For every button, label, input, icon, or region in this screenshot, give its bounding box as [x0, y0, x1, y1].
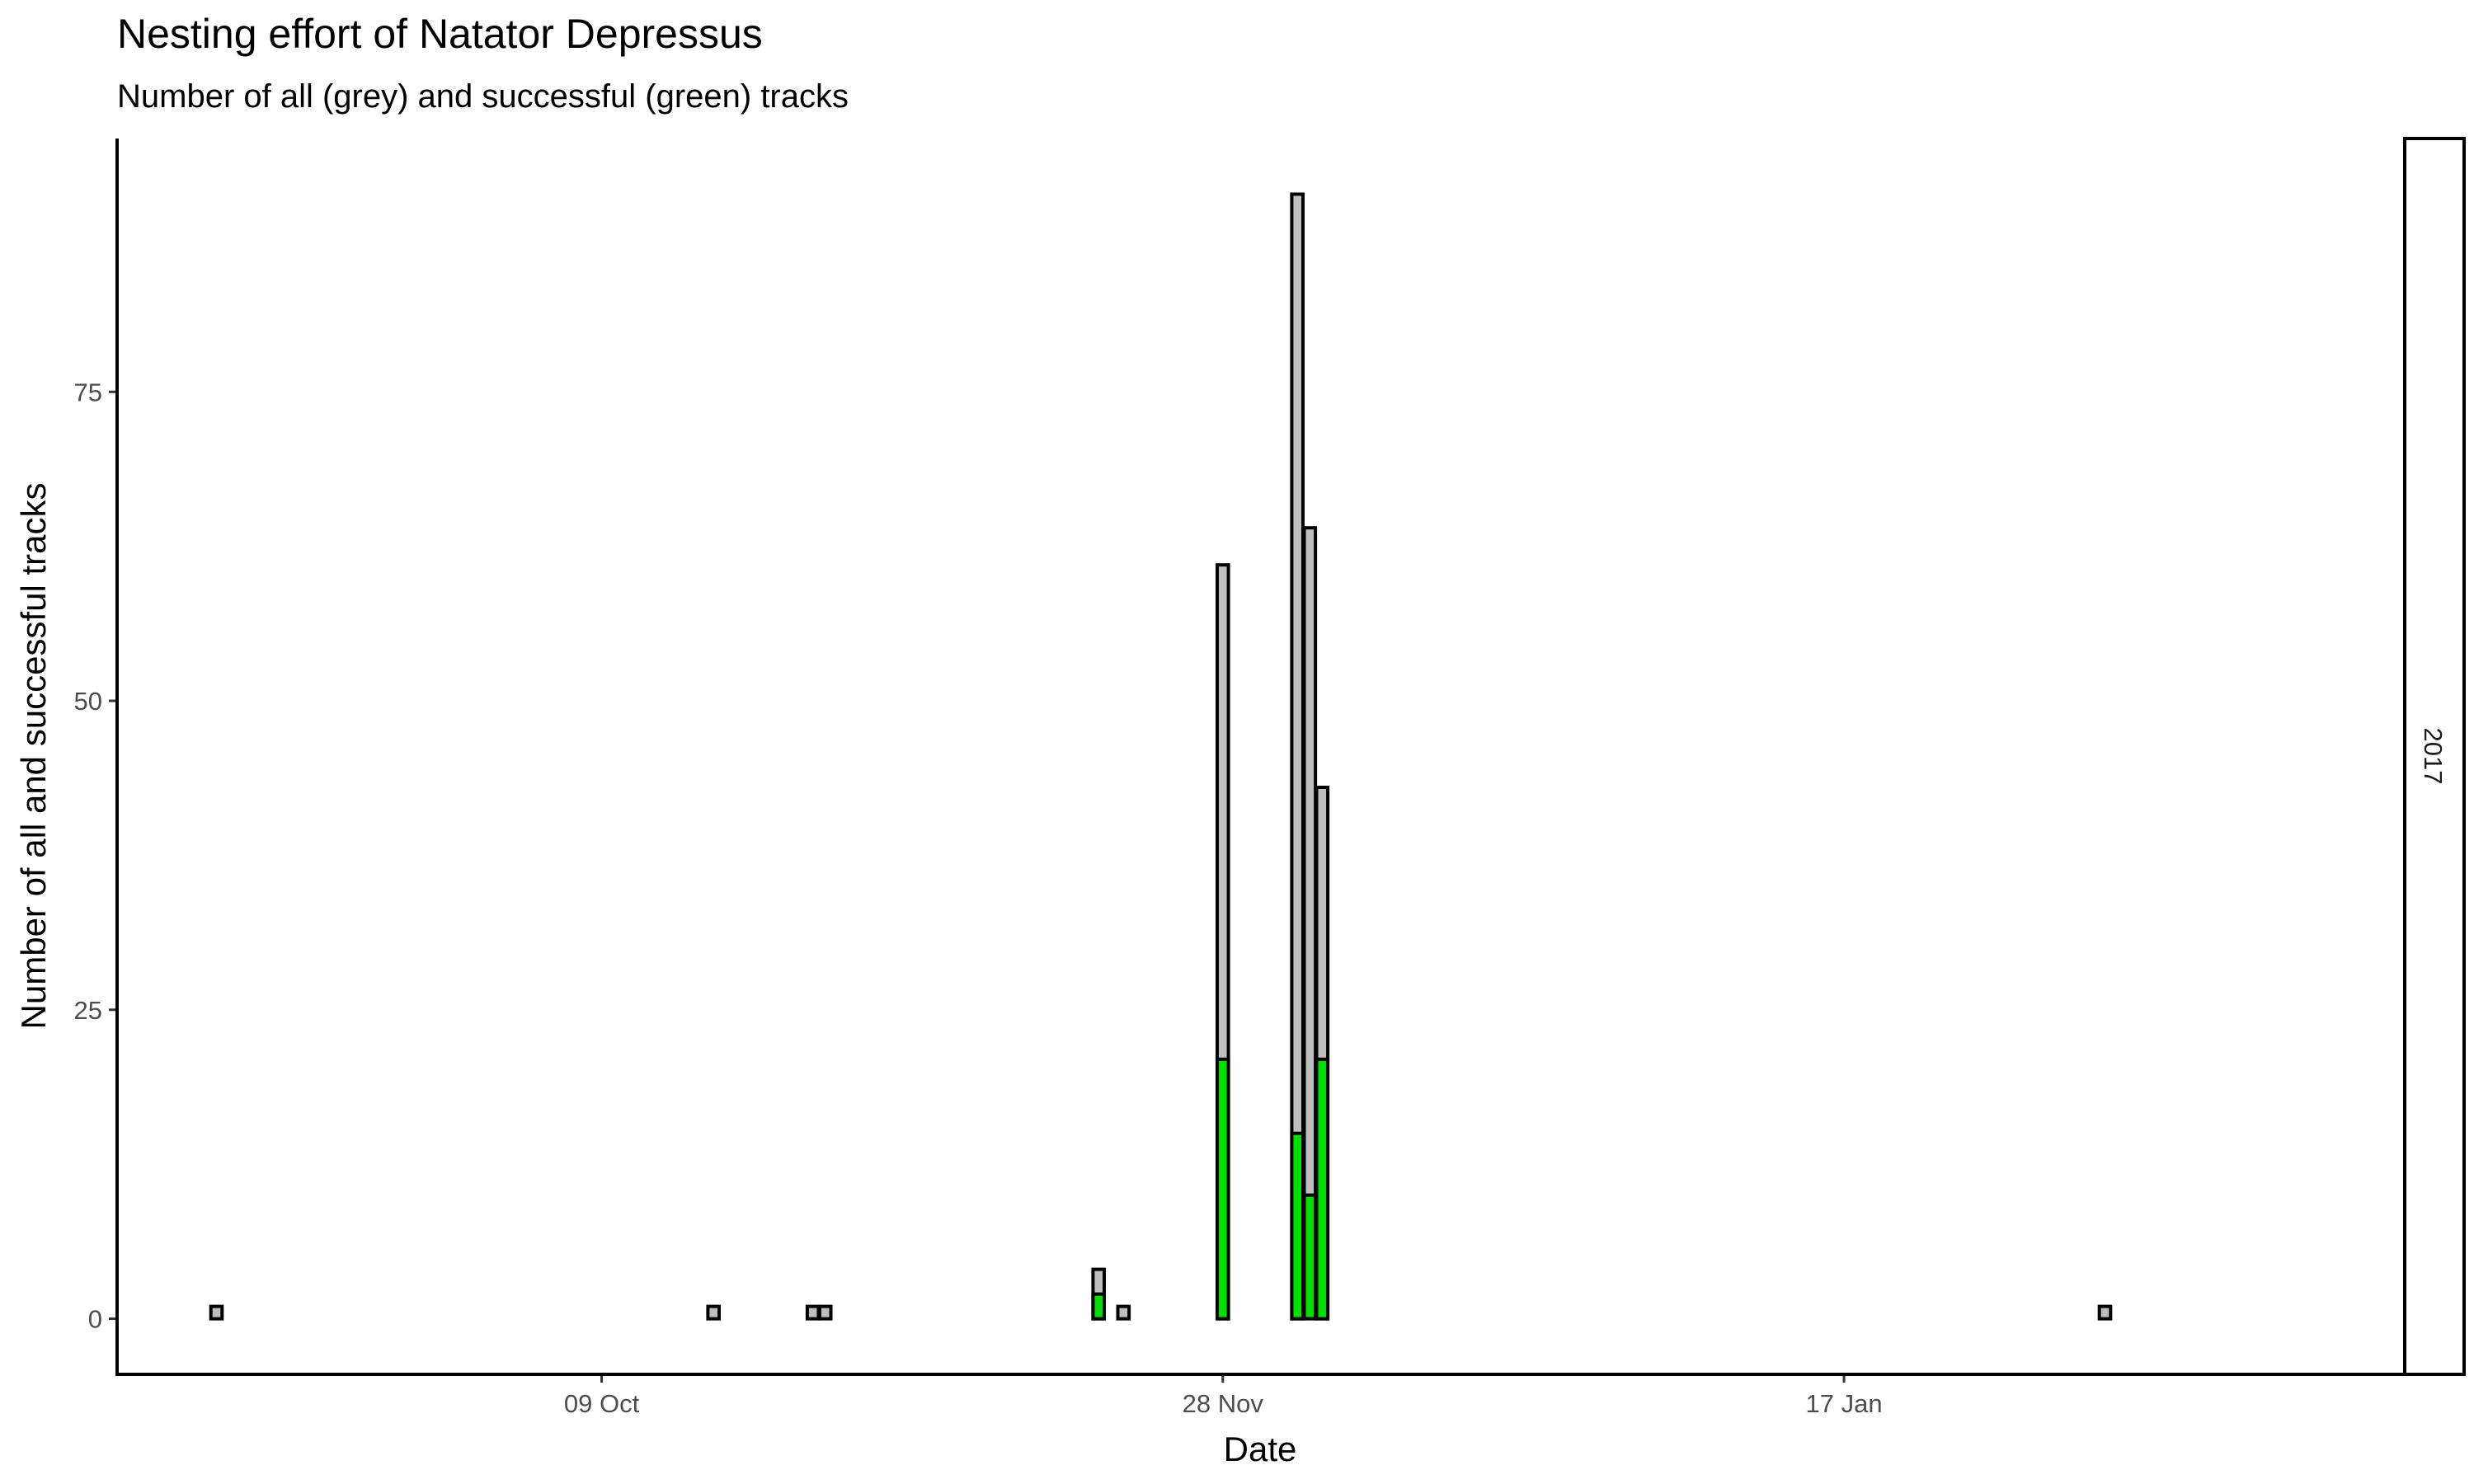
bar-successful-2017-11-28: [1216, 1057, 1230, 1321]
bar-all-2017-11-20: [1116, 1304, 1131, 1321]
y-tick-label-75: 75: [74, 378, 102, 406]
bar-all-2017-10-18: [706, 1304, 722, 1321]
bar-all-2017-09-08: [209, 1304, 224, 1321]
bars-all-tracks: [209, 192, 2113, 1321]
y-tick-label-25: 25: [74, 996, 102, 1025]
bar-all-2018-02-07: [2097, 1304, 2113, 1321]
x-tick-label-2018-01-17: 17 Jan: [1806, 1389, 1883, 1418]
plot-panel: 0 25 50 75 09 Oct 28 Nov 17 Jan: [74, 139, 2403, 1418]
y-axis-title: Number of all and successful tracks: [14, 483, 53, 1030]
facet-strip: 2017: [2403, 137, 2466, 1376]
chart-subtitle: Number of all (grey) and successful (gre…: [117, 78, 849, 115]
y-tick-label-0: 0: [88, 1305, 102, 1334]
bar-all-2017-10-27: [817, 1304, 833, 1321]
bars-successful-tracks: [1091, 1057, 1330, 1321]
facet-strip-label: 2017: [2419, 728, 2448, 785]
bar-all-2017-10-26: [805, 1304, 821, 1321]
chart-title: Nesting effort of Natator Depressus: [117, 11, 763, 57]
bar-successful-2017-11-18: [1091, 1292, 1107, 1321]
bar-successful-2017-12-06: [1315, 1057, 1330, 1321]
x-axis-ticks: 09 Oct 28 Nov 17 Jan: [564, 1374, 1883, 1418]
x-tick-label-2017-11-28: 28 Nov: [1183, 1389, 1264, 1418]
x-axis-title: Date: [1224, 1430, 1297, 1468]
y-tick-label-50: 50: [74, 687, 102, 716]
y-axis-ticks: 0 25 50 75: [74, 378, 117, 1334]
bar-successful-2017-12-05: [1302, 1193, 1318, 1321]
facet-strip-box: [2403, 137, 2466, 1376]
x-tick-label-2017-10-09: 09 Oct: [564, 1389, 640, 1418]
bar-successful-2017-12-04: [1290, 1131, 1305, 1321]
